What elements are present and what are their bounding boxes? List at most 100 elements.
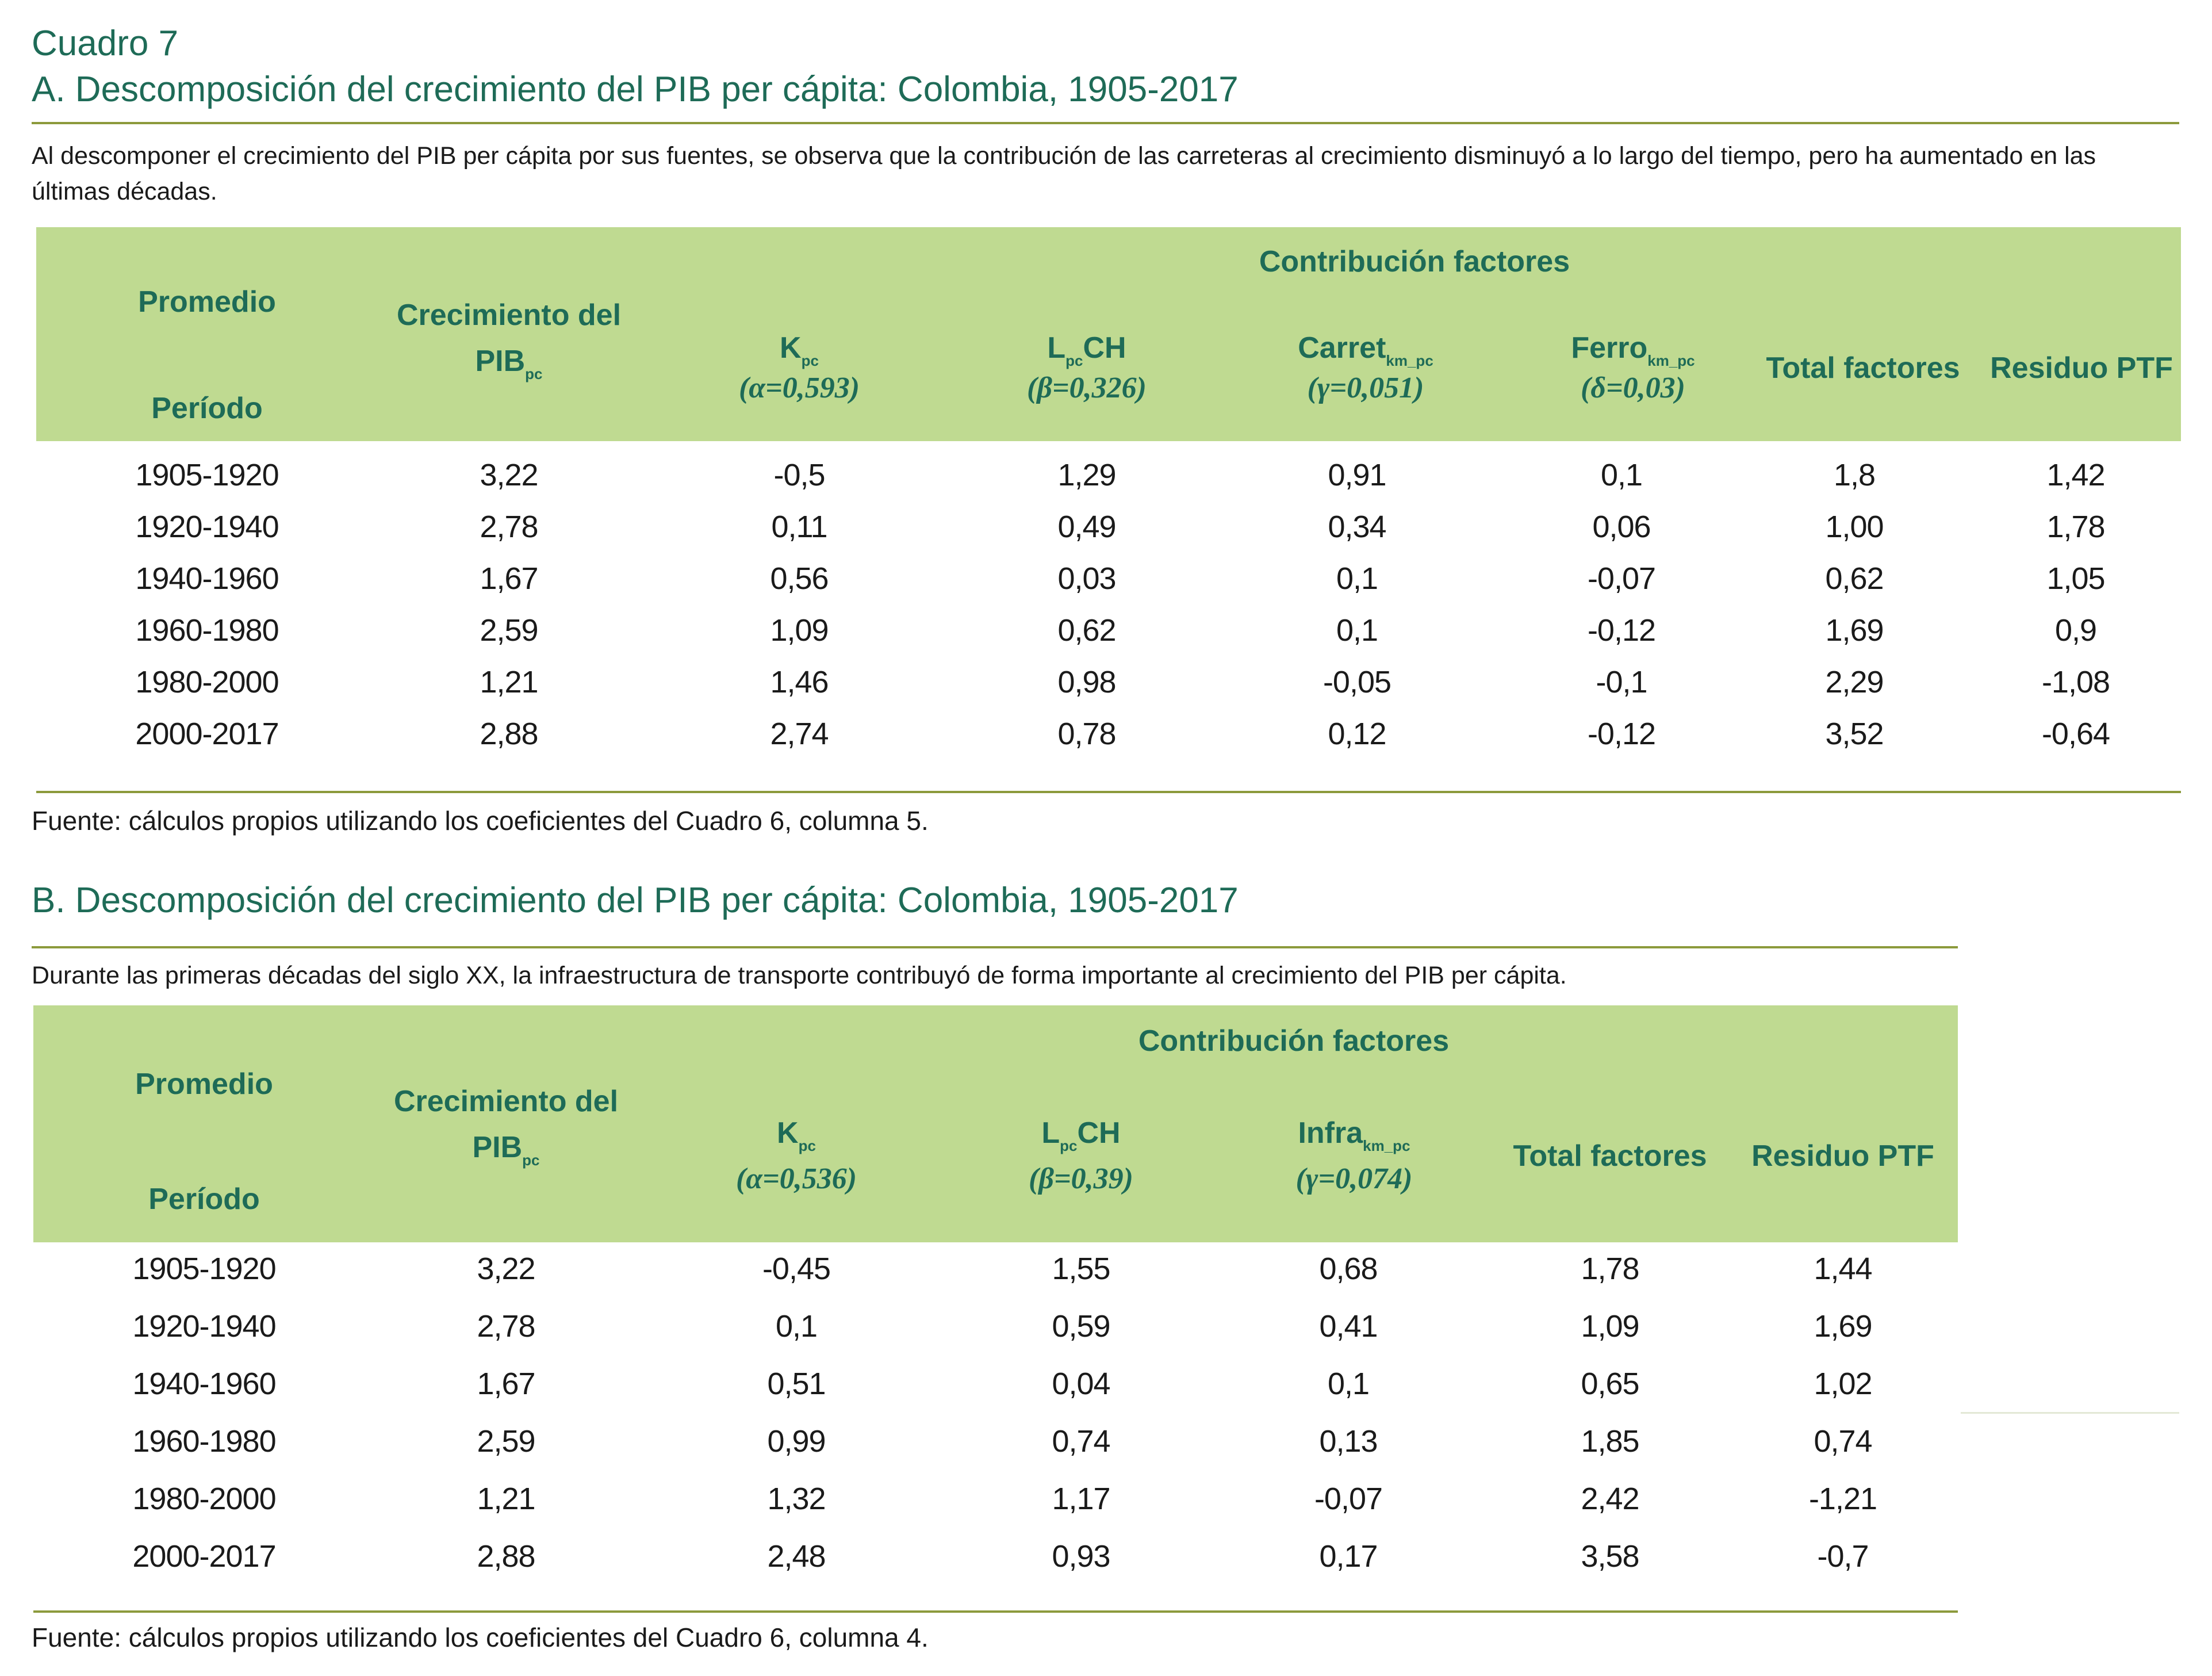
panel-b-table-row: 1920-1940 2,78 0,1 0,59 0,41 1,09 1,69	[0, 1308, 2212, 1354]
panel-b-cell: 1,17	[1052, 1482, 1110, 1516]
panel-b-cell: 0,74	[1814, 1424, 1872, 1459]
panel-b-cell: 1920-1940	[132, 1309, 276, 1344]
panel-b-cell: -1,21	[1808, 1482, 1877, 1516]
panel-a-cell: -1,08	[2041, 665, 2110, 699]
panel-a-cell: -0,1	[1596, 665, 1647, 699]
panel-a-hdr-contribucion: Contribución factores	[1259, 245, 1570, 278]
panel-b-hdr-k-coef: (α=0,536)	[735, 1162, 857, 1195]
panel-b-cell: 1,02	[1814, 1367, 1872, 1401]
panel-a-cell: 0,06	[1592, 510, 1651, 544]
panel-b-cell: 0,59	[1052, 1309, 1110, 1344]
panel-b-hdr-l-coef: (β=0,39)	[1029, 1162, 1133, 1195]
panel-a-cell: 0,98	[1057, 665, 1116, 699]
panel-a-description: Al descomponer el crecimiento del PIB pe…	[32, 142, 2096, 205]
panel-a-hdr-crecimiento: Crecimiento del	[396, 299, 622, 332]
panel-a-cell: 0,03	[1057, 561, 1116, 596]
panel-b-hdr-total: Total factores	[1513, 1139, 1707, 1173]
panel-b-cell: 0,1	[1327, 1367, 1370, 1401]
panel-a-cell: 0,91	[1328, 458, 1386, 492]
panel-a-cell: 0,12	[1328, 717, 1386, 751]
panel-a-cell: 1,69	[1825, 613, 1884, 648]
panel-a-cell: 3,52	[1825, 717, 1884, 751]
panel-a-cell: -0,07	[1587, 561, 1656, 596]
panel-a-cell: 2,78	[480, 510, 538, 544]
panel-b-cell: 1940-1960	[132, 1367, 276, 1401]
panel-a-hdr-k-coef: (α=0,593)	[738, 372, 860, 404]
panel-b-cell: 1980-2000	[132, 1482, 276, 1516]
panel-b-cell: -0,7	[1817, 1539, 1869, 1574]
panel-a-cell: 1,67	[480, 561, 538, 596]
panel-b-description: Durante las primeras décadas del siglo X…	[32, 962, 1567, 989]
panel-a-cell: 1,05	[2046, 561, 2105, 596]
panel-a-cell: 1,46	[770, 665, 829, 699]
panel-a-cell: 1,78	[2046, 510, 2105, 544]
panel-b-hdr-contribucion: Contribución factores	[1138, 1024, 1450, 1058]
panel-a-table-row: 1980-2000 1,21 1,46 0,98 -0,05 -0,1 2,29 -1,08	[0, 664, 2212, 710]
panel-a-hdr-residuo: Residuo PTF	[1990, 351, 2173, 385]
panel-a-cell: -0,64	[2041, 717, 2110, 751]
panel-b-table-row: 1905-1920 3,22 -0,45 1,55 0,68 1,78 1,44	[0, 1251, 2212, 1297]
panel-b-cell: 2,42	[1581, 1482, 1639, 1516]
panel-a-cell: 0,1	[1336, 613, 1378, 648]
panel-a-title-rule	[32, 122, 2179, 124]
panel-b-cell: 1,09	[1581, 1309, 1639, 1344]
panel-b-hdr-k: Kpc	[777, 1116, 816, 1154]
panel-b-title-rule	[32, 946, 1958, 948]
panel-a-cell: 1,21	[480, 665, 538, 699]
panel-b-cell: 1960-1980	[132, 1424, 276, 1459]
panel-a-hdr-pib: PIBpc	[475, 345, 543, 382]
panel-a-cell: 0,34	[1328, 510, 1386, 544]
panel-a-hdr-ferro-coef: (δ=0,03)	[1581, 372, 1685, 404]
panel-a-cell: 0,11	[771, 510, 827, 544]
panel-a-cell: 2,88	[480, 717, 538, 751]
panel-b-cell: 0,51	[767, 1367, 826, 1401]
panel-b-cell: 1,69	[1814, 1309, 1872, 1344]
panel-b-cell: 1,85	[1581, 1424, 1639, 1459]
panel-b-table-row: 2000-2017 2,88 2,48 0,93 0,17 3,58 -0,7	[0, 1539, 2212, 1585]
panel-a-cell: 1,29	[1057, 458, 1116, 492]
panel-a-cell: 0,1	[1600, 458, 1643, 492]
panel-b-cell: 3,22	[477, 1252, 535, 1286]
panel-a-cell: 1905-1920	[135, 458, 279, 492]
panel-a-cell: -0,12	[1587, 613, 1656, 648]
panel-b-cell: 1,21	[477, 1482, 535, 1516]
panel-b-cell: 1905-1920	[132, 1252, 276, 1286]
panel-a-cell: -0,05	[1322, 665, 1391, 699]
panel-a-hdr-promedio: Promedio	[138, 285, 276, 319]
panel-b-cell: 0,41	[1319, 1309, 1378, 1344]
panel-b-cell: 0,13	[1319, 1424, 1378, 1459]
panel-a-cell: -0,5	[773, 458, 825, 492]
panel-a-cell: 0,9	[2054, 613, 2097, 648]
panel-b-cell: 0,93	[1052, 1539, 1110, 1574]
panel-b-hdr-infra: Infrakm_pc	[1298, 1116, 1410, 1154]
panel-b-cell: 0,1	[775, 1309, 818, 1344]
panel-b-table-row: 1940-1960 1,67 0,51 0,04 0,1 0,65 1,02	[0, 1366, 2212, 1412]
panel-a-hdr-l: LpcCH	[1047, 331, 1126, 369]
panel-b-hdr-pib: PIBpc	[472, 1131, 540, 1169]
panel-b-table-row: 1980-2000 1,21 1,32 1,17 -0,07 2,42 -1,21	[0, 1481, 2212, 1527]
panel-b-table-row: 1960-1980 2,59 0,99 0,74 0,13 1,85 0,74	[0, 1424, 2212, 1470]
panel-a-title: A. Descomposición del crecimiento del PI…	[32, 70, 1239, 109]
panel-a-cell: 1960-1980	[135, 613, 279, 648]
panel-a-hdr-l-coef: (β=0,326)	[1027, 372, 1147, 404]
panel-b-cell: 1,67	[477, 1367, 535, 1401]
panel-b-cell: 2,48	[767, 1539, 826, 1574]
panel-b-hdr-infra-coef: (γ=0,074)	[1295, 1162, 1413, 1195]
panel-a-cell: 0,49	[1057, 510, 1116, 544]
panel-a-table-row: 1940-1960 1,67 0,56 0,03 0,1 -0,07 0,62 1,05	[0, 561, 2212, 607]
panel-b-cell: 1,55	[1052, 1252, 1110, 1286]
panel-a-hdr-k: Kpc	[780, 331, 819, 369]
panel-a-hdr-carret-coef: (γ=0,051)	[1307, 372, 1424, 404]
panel-b-cell: 3,58	[1581, 1539, 1639, 1574]
panel-a-cell: 1920-1940	[135, 510, 279, 544]
panel-a-cell: 2,74	[770, 717, 829, 751]
panel-a-cell: -0,12	[1587, 717, 1656, 751]
panel-b-cell: -0,07	[1314, 1482, 1383, 1516]
panel-a-table-row: 1905-1920 3,22 -0,5 1,29 0,91 0,1 1,8 1,42	[0, 457, 2212, 503]
panel-b-cell: 0,74	[1052, 1424, 1110, 1459]
panel-a-cell: 0,56	[770, 561, 829, 596]
panel-b-cell: 0,17	[1319, 1539, 1378, 1574]
panel-b-hdr-l: LpcCH	[1041, 1116, 1121, 1154]
panel-a-cell: 2000-2017	[135, 717, 279, 751]
panel-b-hdr-crecimiento: Crecimiento del	[393, 1085, 619, 1118]
